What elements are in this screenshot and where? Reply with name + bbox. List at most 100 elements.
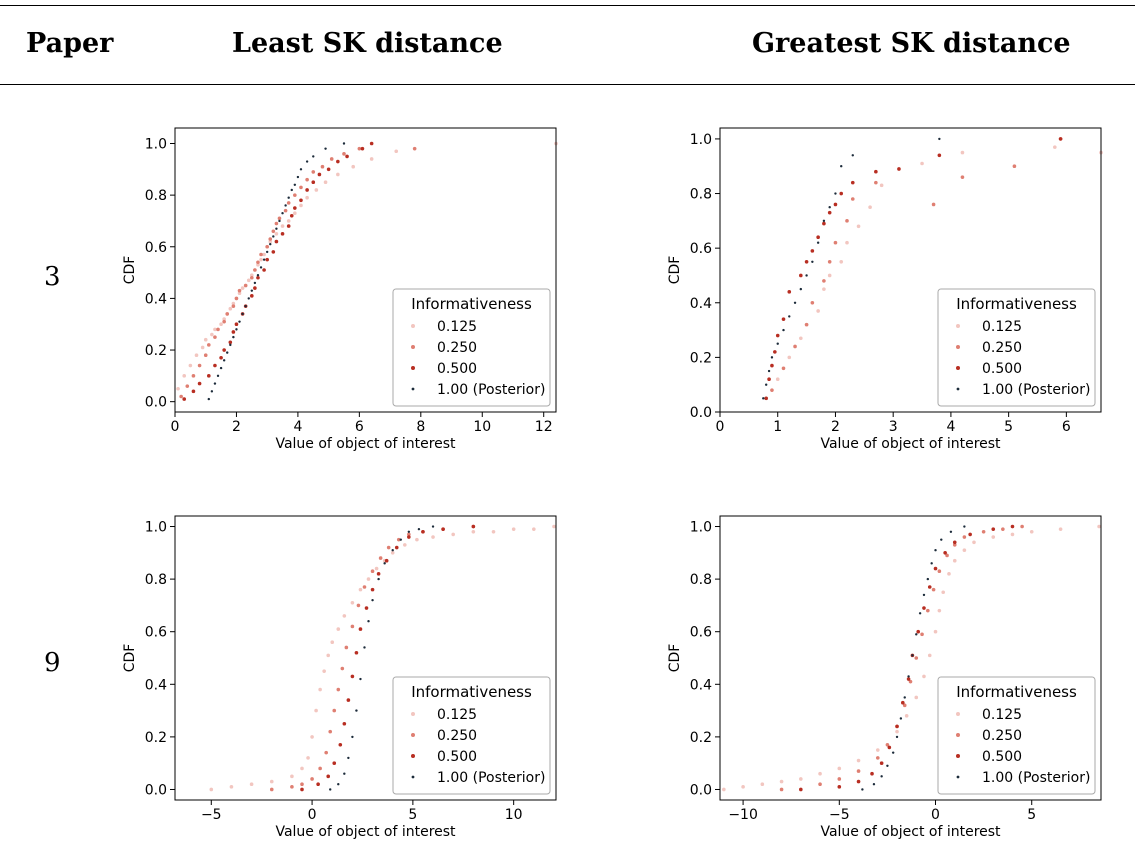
legend-label: 0.250 bbox=[437, 340, 477, 356]
data-point bbox=[235, 328, 238, 331]
data-point bbox=[810, 300, 815, 305]
data-point bbox=[269, 242, 272, 246]
data-point bbox=[250, 294, 254, 298]
data-point bbox=[203, 337, 208, 342]
data-point bbox=[191, 389, 196, 394]
legend-label: 0.500 bbox=[437, 361, 477, 377]
data-point bbox=[902, 703, 907, 708]
data-point bbox=[947, 572, 951, 576]
data-point bbox=[229, 343, 232, 347]
chart-paper3-greatest: 0 1 2 3 4 5 6 0.0 0.2 0.4 0.6 0.8 1.0 Value of object… bbox=[667, 127, 1103, 452]
x-tick-label: 10 bbox=[505, 807, 523, 823]
data-point bbox=[367, 619, 370, 623]
data-point bbox=[316, 782, 320, 787]
legend-label: 0.500 bbox=[437, 749, 477, 765]
data-point bbox=[269, 779, 274, 784]
data-point bbox=[895, 729, 899, 734]
data-point bbox=[471, 524, 476, 529]
data-point bbox=[922, 606, 926, 610]
data-point bbox=[940, 538, 943, 541]
data-point bbox=[188, 363, 193, 368]
legend-title: Informativeness bbox=[411, 295, 532, 313]
data-point bbox=[1058, 527, 1063, 531]
data-point bbox=[945, 553, 949, 558]
data-point bbox=[879, 183, 884, 188]
data-point bbox=[930, 562, 933, 565]
data-point bbox=[265, 244, 269, 249]
data-point bbox=[274, 239, 279, 244]
data-point bbox=[827, 260, 832, 264]
data-point bbox=[471, 529, 476, 534]
x-tick-label: 10 bbox=[473, 419, 491, 435]
x-tick-label: 3 bbox=[889, 419, 898, 435]
data-point bbox=[250, 289, 254, 292]
data-point bbox=[210, 390, 214, 393]
data-point bbox=[840, 165, 843, 168]
data-point bbox=[364, 606, 369, 610]
data-point bbox=[914, 695, 919, 700]
data-point bbox=[827, 273, 832, 278]
row-label-paper-3: 3 bbox=[44, 262, 61, 292]
y-tick-label: 0.0 bbox=[690, 405, 712, 421]
legend-label: 0.500 bbox=[982, 361, 1022, 377]
data-point bbox=[320, 164, 325, 169]
data-point bbox=[1097, 524, 1101, 529]
data-point bbox=[949, 530, 953, 533]
legend-title: Informativeness bbox=[956, 683, 1077, 701]
data-point bbox=[326, 774, 331, 779]
data-point bbox=[363, 646, 366, 649]
data-point bbox=[182, 374, 187, 378]
data-point bbox=[407, 535, 411, 539]
data-point bbox=[234, 322, 239, 327]
data-point bbox=[305, 195, 309, 200]
data-point bbox=[210, 332, 214, 337]
data-point bbox=[231, 301, 236, 306]
data-point bbox=[895, 724, 899, 729]
data-point bbox=[274, 221, 279, 226]
data-point bbox=[293, 206, 297, 210]
data-point bbox=[272, 235, 275, 238]
data-point bbox=[403, 543, 407, 547]
x-tick-label: 4 bbox=[293, 419, 302, 435]
x-tick-label: 5 bbox=[408, 807, 417, 823]
data-point bbox=[722, 787, 726, 792]
data-point bbox=[213, 363, 217, 368]
data-point bbox=[207, 343, 211, 347]
data-point bbox=[491, 529, 496, 534]
data-point bbox=[793, 344, 797, 349]
legend-marker bbox=[411, 712, 415, 716]
data-point bbox=[837, 777, 842, 781]
data-point bbox=[822, 221, 826, 226]
data-point bbox=[358, 627, 363, 631]
data-point bbox=[249, 782, 254, 787]
legend-marker bbox=[956, 775, 960, 779]
data-point bbox=[822, 287, 826, 291]
data-point bbox=[278, 219, 281, 223]
x-tick-label: 0 bbox=[931, 807, 940, 823]
data-point bbox=[268, 237, 273, 241]
data-point bbox=[952, 558, 957, 563]
y-tick-label: 0.4 bbox=[690, 296, 712, 312]
data-point bbox=[274, 232, 279, 236]
plot-frame bbox=[174, 127, 557, 413]
data-point bbox=[834, 192, 837, 195]
data-point bbox=[764, 396, 768, 401]
data-point bbox=[1010, 532, 1015, 537]
data-point bbox=[532, 527, 536, 531]
data-point bbox=[762, 397, 765, 400]
data-point bbox=[299, 203, 303, 208]
data-point bbox=[360, 146, 365, 151]
data-point bbox=[879, 761, 884, 765]
legend-title: Informativeness bbox=[956, 295, 1077, 313]
data-point bbox=[861, 788, 864, 791]
data-point bbox=[336, 159, 340, 164]
data-point bbox=[213, 335, 217, 339]
y-tick-label: 0.0 bbox=[145, 395, 167, 411]
legend-marker bbox=[411, 754, 415, 758]
data-point bbox=[775, 377, 780, 382]
legend-label: 1.00 (Posterior) bbox=[437, 382, 545, 398]
data-point bbox=[314, 708, 318, 713]
data-point bbox=[176, 386, 180, 391]
data-point bbox=[899, 717, 903, 720]
y-tick-label: 0.2 bbox=[690, 730, 712, 746]
